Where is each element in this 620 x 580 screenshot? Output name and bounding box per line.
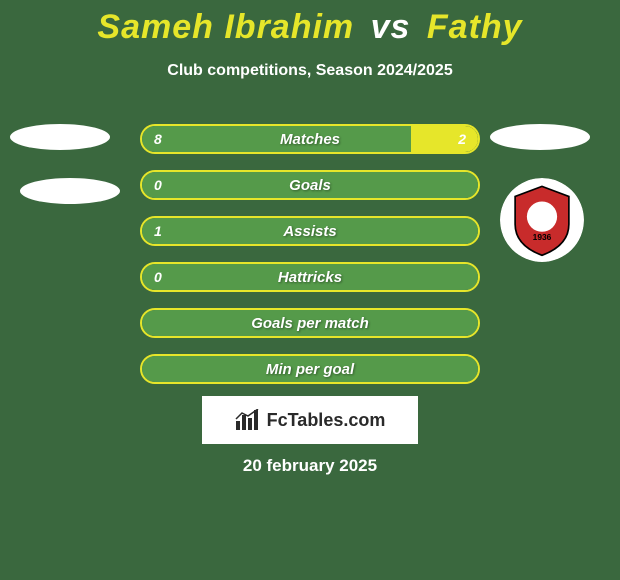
bar-value-left: 1: [154, 218, 162, 244]
comparison-infographic: Sameh Ibrahim vs Fathy Club competitions…: [0, 0, 620, 580]
placeholder-ellipse: [20, 178, 120, 204]
club-badge-svg: 1936: [500, 178, 584, 262]
bar-value-left: 8: [154, 126, 162, 152]
svg-text:1936: 1936: [533, 232, 552, 242]
bar-label: Assists: [142, 218, 478, 244]
bar-label: Matches: [142, 126, 478, 152]
stat-bar-row: Matches8 2: [140, 124, 480, 154]
bars-icon: [235, 409, 261, 431]
stat-bar-row: Assists1: [140, 216, 480, 246]
player-right-name: Fathy: [427, 8, 523, 46]
fctables-text: FcTables.com: [267, 410, 386, 431]
placeholder-ellipse: [490, 124, 590, 150]
player-left-name: Sameh Ibrahim: [97, 8, 354, 46]
bar-label: Min per goal: [142, 356, 478, 382]
bar-value-right: 2: [458, 126, 466, 152]
stat-bar-row: Goals0: [140, 170, 480, 200]
bar-label: Goals per match: [142, 310, 478, 336]
bar-label: Goals: [142, 172, 478, 198]
placeholder-ellipse: [10, 124, 110, 150]
bar-value-left: 0: [154, 172, 162, 198]
stat-bar-row: Hattricks0: [140, 262, 480, 292]
stat-bars: Matches82Goals0Assists1Hattricks0Goals p…: [140, 124, 480, 400]
title: Sameh Ibrahim vs Fathy: [0, 8, 620, 47]
vs-word: vs: [371, 8, 411, 46]
club-badge: 1936: [500, 178, 584, 262]
date: 20 february 2025: [0, 456, 620, 476]
bar-value-left: 0: [154, 264, 162, 290]
fctables-watermark: FcTables.com: [202, 396, 418, 444]
bar-label: Hattricks: [142, 264, 478, 290]
stat-bar-row: Min per goal: [140, 354, 480, 384]
stat-bar-row: Goals per match: [140, 308, 480, 338]
subtitle: Club competitions, Season 2024/2025: [0, 62, 620, 80]
